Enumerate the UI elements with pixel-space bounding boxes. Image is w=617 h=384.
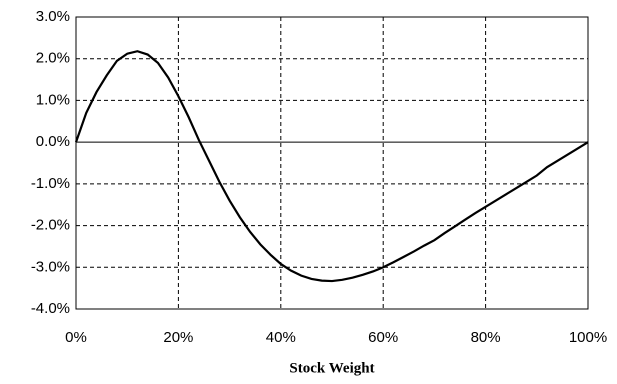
y-tick-label: -4.0% [31,300,70,317]
x-tick-label: 100% [569,329,607,346]
y-tick-label: 1.0% [36,91,70,108]
y-tick-label: -1.0% [31,175,70,192]
y-tick-label: 0.0% [36,133,70,150]
x-tick-label: 60% [368,329,398,346]
line [74,50,589,283]
y-tick-label: -2.0% [31,217,70,234]
y-tick-label: 3.0% [36,8,70,25]
plot-border [75,16,589,310]
x-tick-label: 0% [65,329,87,346]
x-tick-label: 20% [163,329,193,346]
x-tick-label: 80% [471,329,501,346]
x-axis-label: Stock Weight [289,360,374,376]
y-tick-label: -3.0% [31,258,70,275]
x-tick-label: 40% [266,329,296,346]
y-tick-label: 2.0% [36,50,70,67]
